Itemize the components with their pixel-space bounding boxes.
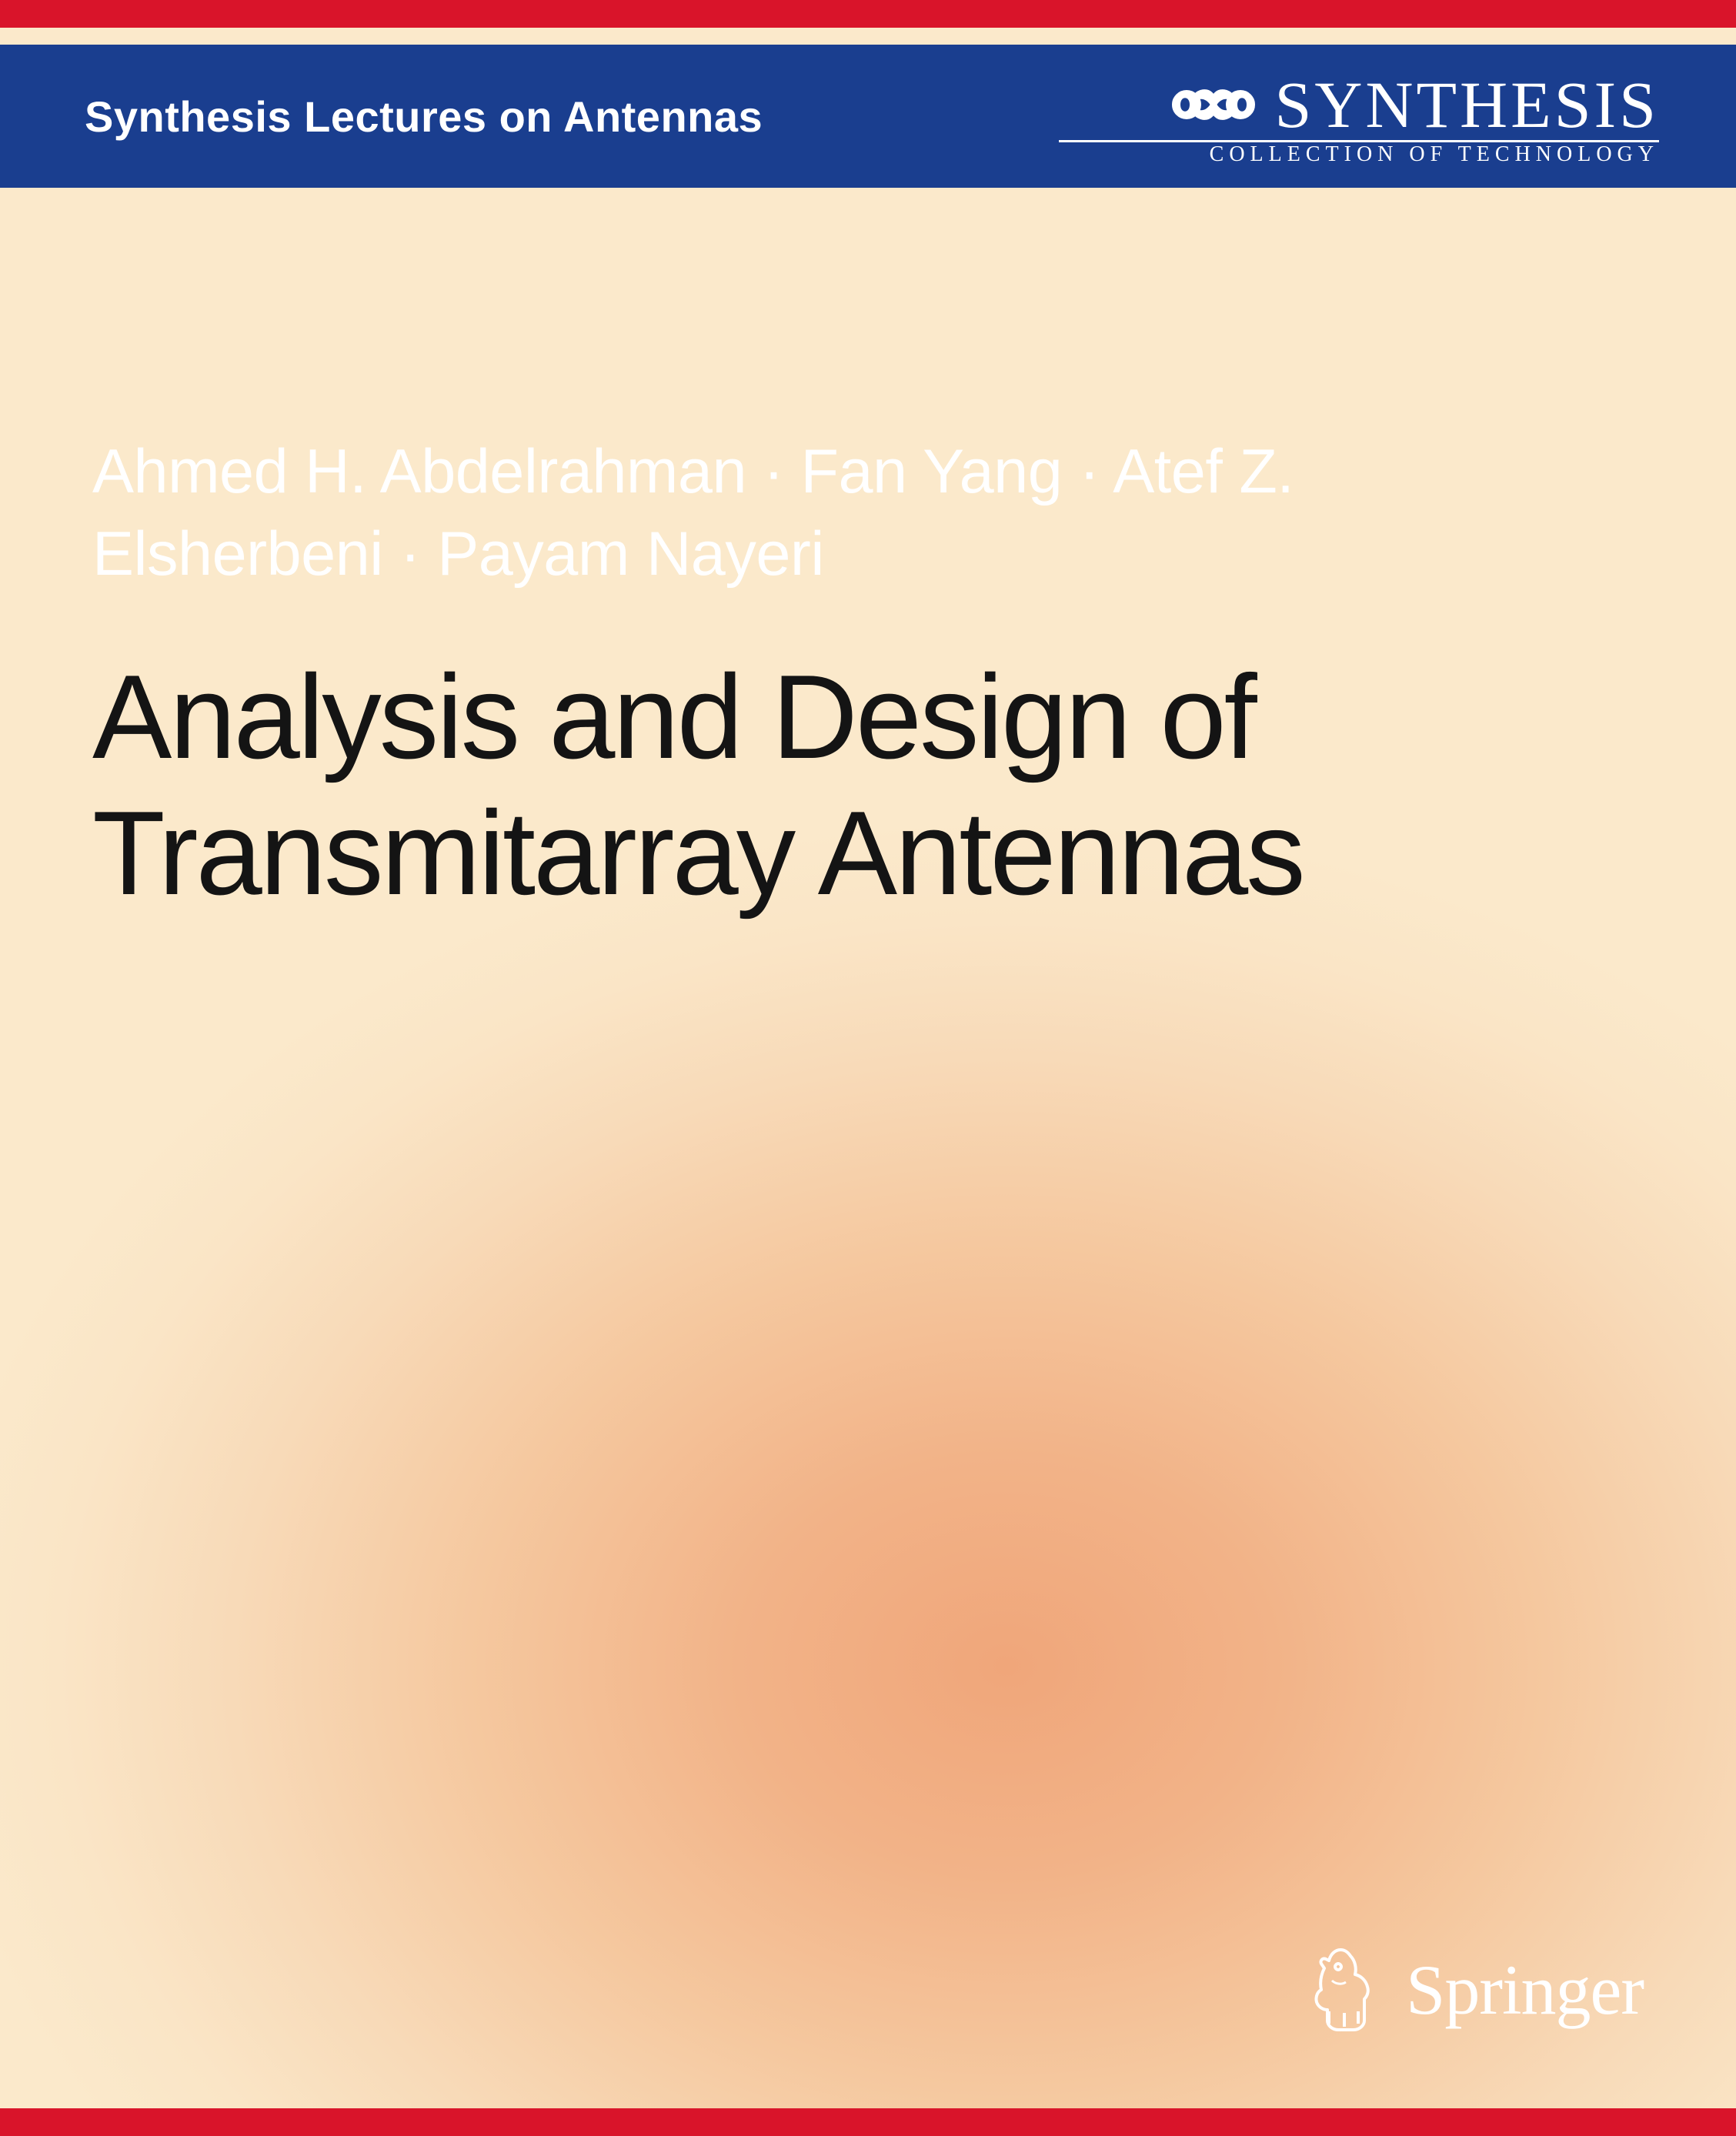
content-block: Ahmed H. Abdelrahman · Fan Yang · Atef Z… [92,431,1628,921]
book-title: Analysis and Design of Transmitarray Ant… [92,649,1628,921]
infinity-icon [1171,78,1256,132]
bottom-red-bar [0,2108,1736,2136]
authors: Ahmed H. Abdelrahman · Fan Yang · Atef Z… [92,431,1628,596]
book-cover: Synthesis Lectures on Antennas SYNTHESIS… [0,0,1736,2136]
synthesis-logo-row: SYNTHESIS [1171,66,1659,143]
publisher-name: Springer [1406,1949,1644,2031]
title-line-2: Transmitarray Antennas [92,786,1304,919]
horse-icon [1298,1944,1383,2036]
header-blue-bar: Synthesis Lectures on Antennas SYNTHESIS… [0,45,1736,188]
synthesis-logo-tagline: COLLECTION OF TECHNOLOGY [1210,142,1659,167]
authors-line-1: Ahmed H. Abdelrahman · Fan Yang · Atef Z… [92,437,1294,506]
publisher-logo: Springer [1298,1944,1644,2036]
synthesis-logo: SYNTHESIS COLLECTION OF TECHNOLOGY [1059,66,1659,167]
series-name: Synthesis Lectures on Antennas [85,92,763,142]
title-line-1: Analysis and Design of [92,650,1255,783]
authors-line-2: Elsherbeni · Payam Nayeri [92,519,824,589]
top-red-bar [0,0,1736,28]
synthesis-logo-word: SYNTHESIS [1274,66,1659,143]
